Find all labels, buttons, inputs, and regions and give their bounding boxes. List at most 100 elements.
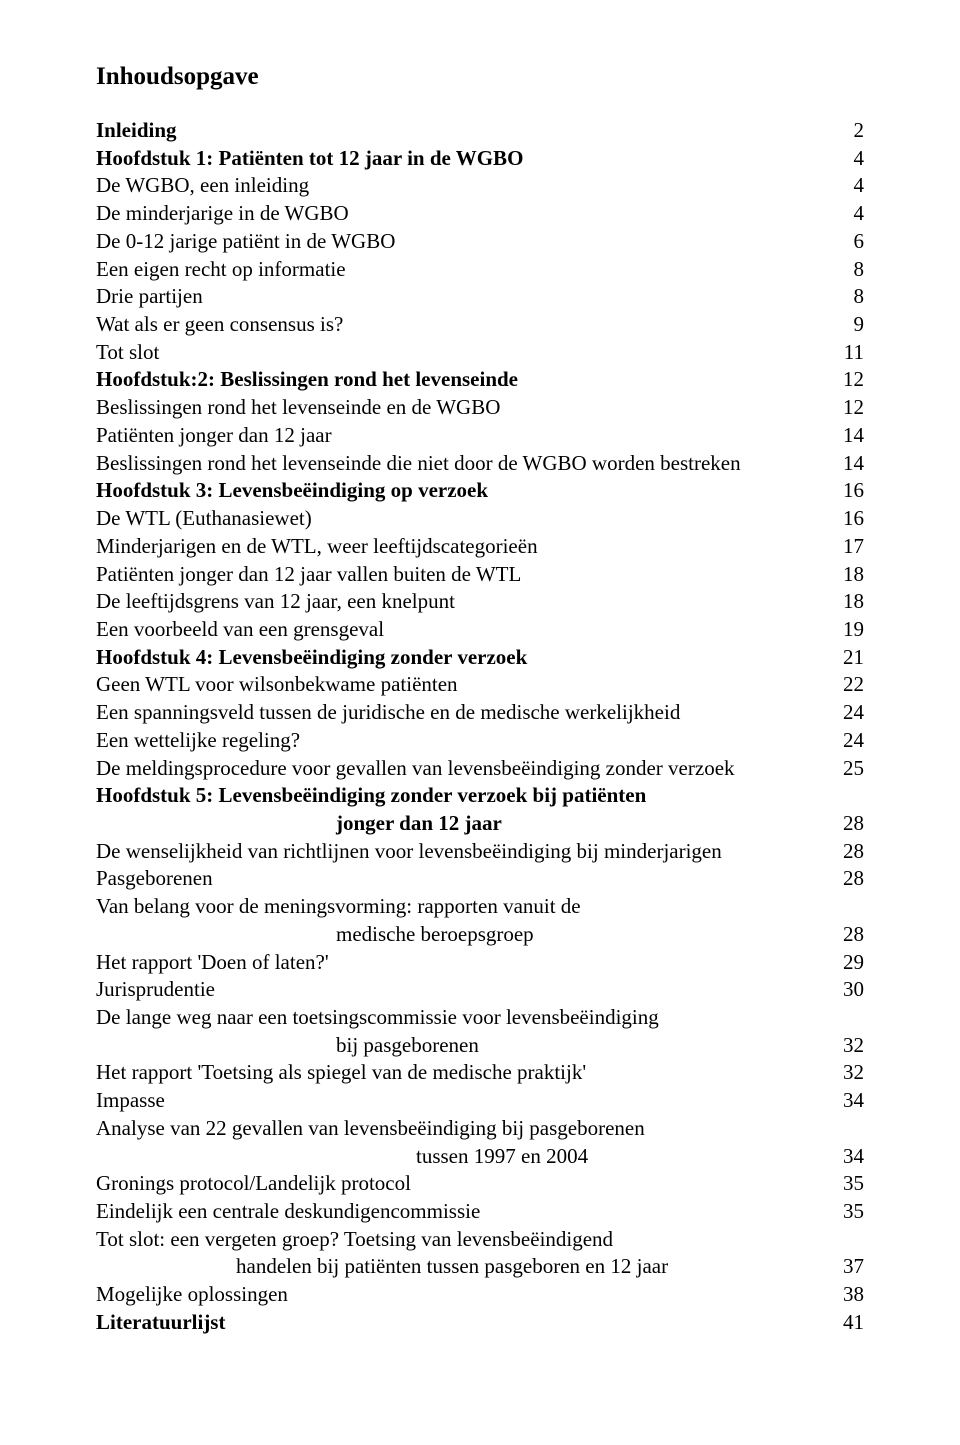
toc-entry-label: Een spanningsveld tussen de juridische e… (96, 699, 836, 727)
toc-entry-page: 4 (836, 145, 864, 173)
toc-entry-label: Drie partijen (96, 283, 836, 311)
toc-entry-label: Inleiding (96, 117, 836, 145)
toc-entry-label: Patiënten jonger dan 12 jaar (96, 422, 836, 450)
toc-entry-label: Hoofdstuk:2: Beslissingen rond het leven… (96, 366, 836, 394)
toc-row: De minderjarige in de WGBO4 (96, 200, 864, 228)
toc-entry-label: Gronings protocol/Landelijk protocol (96, 1170, 836, 1198)
toc-entry-page: 16 (836, 477, 864, 505)
toc-entry-page: 21 (836, 644, 864, 672)
toc-row: Beslissingen rond het levenseinde en de … (96, 394, 864, 422)
toc-row: Beslissingen rond het levenseinde die ni… (96, 450, 864, 478)
toc-entry-label: De WTL (Euthanasiewet) (96, 505, 836, 533)
toc-entry-page: 2 (836, 117, 864, 145)
toc-entry-page: 35 (836, 1198, 864, 1226)
toc-entry-page: 12 (836, 366, 864, 394)
page-container: Inhoudsopgave Inleiding2Hoofdstuk 1: Pat… (0, 0, 960, 1445)
toc-row: Hoofdstuk 5: Levensbeëindiging zonder ve… (96, 782, 864, 810)
toc-row: De leeftijdsgrens van 12 jaar, een knelp… (96, 588, 864, 616)
toc-row: De lange weg naar een toetsingscommissie… (96, 1004, 864, 1032)
toc-row: Geen WTL voor wilsonbekwame patiënten22 (96, 671, 864, 699)
toc-entry-page: 9 (836, 311, 864, 339)
toc-entry-page: 30 (836, 976, 864, 1004)
toc-row: Patiënten jonger dan 12 jaar vallen buit… (96, 561, 864, 589)
toc-entry-label: bij pasgeborenen (96, 1032, 836, 1060)
toc-row: Het rapport 'Toetsing als spiegel van de… (96, 1059, 864, 1087)
toc-row: tussen 1997 en 200434 (96, 1143, 864, 1171)
toc-entry-label: Hoofdstuk 1: Patiënten tot 12 jaar in de… (96, 145, 836, 173)
toc-row: Hoofdstuk 3: Levensbeëindiging op verzoe… (96, 477, 864, 505)
toc-entry-page: 32 (836, 1032, 864, 1060)
toc-entry-label: Tot slot: een vergeten groep? Toetsing v… (96, 1226, 864, 1254)
toc-row: Drie partijen8 (96, 283, 864, 311)
toc-entry-page: 11 (836, 339, 864, 367)
toc-entry-label: Analyse van 22 gevallen van levensbeëind… (96, 1115, 864, 1143)
toc-entry-page: 4 (836, 200, 864, 228)
toc-entry-page: 28 (836, 921, 864, 949)
toc-row: Pasgeborenen28 (96, 865, 864, 893)
toc-entry-page: 24 (836, 727, 864, 755)
toc-row: handelen bij patiënten tussen pasgeboren… (96, 1253, 864, 1281)
toc-entry-page: 12 (836, 394, 864, 422)
toc-entry-label: Hoofdstuk 4: Levensbeëindiging zonder ve… (96, 644, 836, 672)
toc-entry-page: 8 (836, 256, 864, 284)
toc-entry-label: Het rapport 'Toetsing als spiegel van de… (96, 1059, 836, 1087)
toc-entry-page: 28 (836, 865, 864, 893)
toc-entry-page: 4 (836, 172, 864, 200)
toc-row: Analyse van 22 gevallen van levensbeëind… (96, 1115, 864, 1143)
toc-row: Wat als er geen consensus is?9 (96, 311, 864, 339)
toc-entry-label: handelen bij patiënten tussen pasgeboren… (96, 1253, 836, 1281)
toc-entry-label: Hoofdstuk 3: Levensbeëindiging op verzoe… (96, 477, 836, 505)
toc-row: Hoofdstuk 4: Levensbeëindiging zonder ve… (96, 644, 864, 672)
toc-entry-label: Het rapport 'Doen of laten?' (96, 949, 836, 977)
toc-entry-label: Mogelijke oplossingen (96, 1281, 836, 1309)
toc-row: Gronings protocol/Landelijk protocol35 (96, 1170, 864, 1198)
toc-entry-label: De minderjarige in de WGBO (96, 200, 836, 228)
toc-entry-page: 28 (836, 838, 864, 866)
toc-row: Impasse34 (96, 1087, 864, 1115)
toc-entry-page: 17 (836, 533, 864, 561)
toc-entry-label: Jurisprudentie (96, 976, 836, 1004)
toc-entry-page: 37 (836, 1253, 864, 1281)
toc-entry-page: 35 (836, 1170, 864, 1198)
toc-row: medische beroepsgroep28 (96, 921, 864, 949)
toc-entry-label: De leeftijdsgrens van 12 jaar, een knelp… (96, 588, 836, 616)
toc-entry-label: Impasse (96, 1087, 836, 1115)
toc-entry-page: 8 (836, 283, 864, 311)
toc-row: Een spanningsveld tussen de juridische e… (96, 699, 864, 727)
toc-row: Het rapport 'Doen of laten?'29 (96, 949, 864, 977)
toc-entry-page: 14 (836, 422, 864, 450)
toc-row: De WGBO, een inleiding4 (96, 172, 864, 200)
toc-row: Een voorbeeld van een grensgeval19 (96, 616, 864, 644)
toc-entry-page: 16 (836, 505, 864, 533)
toc-entry-label: Wat als er geen consensus is? (96, 311, 836, 339)
toc-entry-page: 34 (836, 1087, 864, 1115)
toc-entry-page: 14 (836, 450, 864, 478)
toc-row: bij pasgeborenen32 (96, 1032, 864, 1060)
toc-entry-page: 28 (836, 810, 864, 838)
toc-entry-page: 41 (836, 1309, 864, 1337)
toc-row: De 0-12 jarige patiënt in de WGBO6 (96, 228, 864, 256)
toc-row: De wenselijkheid van richtlijnen voor le… (96, 838, 864, 866)
toc-entry-label: De meldingsprocedure voor gevallen van l… (96, 755, 836, 783)
toc-entry-label: Van belang voor de meningsvorming: rappo… (96, 893, 864, 921)
toc-body: Inleiding2Hoofdstuk 1: Patiënten tot 12 … (96, 117, 864, 1337)
toc-entry-label: Hoofdstuk 5: Levensbeëindiging zonder ve… (96, 782, 864, 810)
toc-entry-page: 22 (836, 671, 864, 699)
toc-entry-page: 18 (836, 561, 864, 589)
toc-row: Jurisprudentie30 (96, 976, 864, 1004)
toc-entry-label: jonger dan 12 jaar (96, 810, 836, 838)
toc-entry-label: Minderjarigen en de WTL, weer leeftijdsc… (96, 533, 836, 561)
toc-row: Mogelijke oplossingen38 (96, 1281, 864, 1309)
toc-entry-label: Beslissingen rond het levenseinde en de … (96, 394, 836, 422)
toc-entry-page: 38 (836, 1281, 864, 1309)
toc-entry-label: medische beroepsgroep (96, 921, 836, 949)
toc-row: Minderjarigen en de WTL, weer leeftijdsc… (96, 533, 864, 561)
toc-entry-page: 6 (836, 228, 864, 256)
toc-row: Literatuurlijst41 (96, 1309, 864, 1337)
toc-entry-page: 25 (836, 755, 864, 783)
toc-entry-label: Tot slot (96, 339, 836, 367)
toc-entry-label: De 0-12 jarige patiënt in de WGBO (96, 228, 836, 256)
toc-row: Van belang voor de meningsvorming: rappo… (96, 893, 864, 921)
toc-entry-label: De lange weg naar een toetsingscommissie… (96, 1004, 864, 1032)
toc-entry-page: 18 (836, 588, 864, 616)
